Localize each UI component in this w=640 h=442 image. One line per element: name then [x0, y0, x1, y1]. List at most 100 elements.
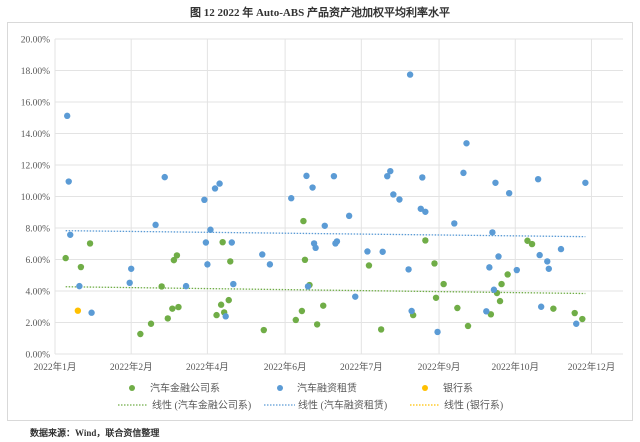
data-point [365, 262, 373, 269]
data-point [377, 326, 385, 333]
data-point [490, 286, 498, 293]
data-point [259, 251, 266, 258]
data-point [417, 205, 424, 212]
data-point [158, 283, 165, 290]
data-point [219, 238, 226, 246]
data-point [405, 266, 412, 273]
data-point [406, 71, 414, 78]
data-point [550, 305, 557, 312]
x-tick-label: 2022年12月 [568, 361, 616, 373]
data-point [227, 258, 234, 265]
data-point [537, 303, 545, 310]
y-tick-label: 14.00% [21, 130, 50, 140]
data-point [304, 283, 312, 290]
data-point [463, 140, 470, 147]
y-axis-ticks: 0.00% 2.00% 4.00% 6.00% 8.00% 10.00% 12.00% 14.… [21, 36, 50, 361]
data-point [169, 305, 176, 312]
data-point [74, 307, 82, 314]
data-point [505, 189, 513, 197]
data-point [88, 309, 95, 316]
data-point [62, 254, 69, 262]
x-tick-label: 2022年7月 [340, 361, 383, 373]
legend-trendline-label: 线性 (汽车金融公司系) [152, 399, 251, 412]
legend-label: 汽车金融公司系 [150, 382, 220, 395]
data-point [528, 240, 536, 248]
data-point [387, 167, 394, 175]
data-point [431, 260, 438, 267]
data-point [496, 297, 504, 305]
y-tick-label: 8.00% [25, 225, 50, 235]
y-tick-label: 6.00% [25, 256, 50, 266]
data-points [62, 71, 589, 338]
data-point [492, 179, 499, 186]
data-point [432, 294, 440, 301]
y-tick-label: 12.00% [21, 162, 50, 172]
data-point [312, 244, 319, 252]
data-point [464, 322, 472, 330]
legend-label: 银行系 [443, 382, 473, 395]
trendline [65, 230, 586, 238]
legend-marker [129, 385, 135, 391]
data-point [303, 172, 310, 180]
y-tick-label: 4.00% [25, 288, 50, 298]
data-point [126, 279, 133, 287]
data-source-note: 数据来源：Wind，联合资信整理 [30, 428, 160, 438]
data-point [534, 175, 542, 183]
data-point [211, 185, 219, 192]
data-point [204, 261, 211, 268]
data-point [292, 316, 300, 324]
data-point [309, 184, 316, 191]
legend-trendline-label: 线性 (银行系) [444, 399, 503, 412]
data-point [487, 311, 495, 318]
trendlines [65, 230, 586, 295]
data-point [164, 315, 171, 322]
x-tick-label: 2022年4月 [186, 361, 229, 373]
data-point [63, 112, 71, 120]
data-point [440, 280, 447, 288]
data-point [170, 256, 178, 264]
data-point [230, 280, 237, 288]
data-point [288, 195, 295, 202]
trendline [65, 286, 586, 295]
data-point [225, 296, 232, 304]
data-point [313, 321, 321, 328]
data-point [152, 221, 159, 229]
data-point [536, 251, 543, 259]
data-point [333, 238, 341, 245]
data-point [483, 308, 490, 315]
legend-trendline-label: 线性 (汽车融资租赁) [298, 399, 387, 412]
data-point [301, 256, 309, 264]
data-point [300, 217, 307, 225]
data-point [504, 271, 511, 278]
data-point [201, 196, 208, 204]
data-point [320, 302, 327, 309]
data-point [86, 240, 94, 247]
legend-label: 汽车融资租赁 [297, 382, 357, 395]
gridlines [54, 38, 623, 355]
y-tick-label: 20.00% [21, 36, 50, 46]
x-tick-label: 2022年9月 [418, 361, 461, 373]
data-point [545, 265, 552, 272]
data-point [67, 231, 74, 238]
data-point [571, 309, 578, 317]
data-point [513, 266, 520, 274]
data-point [573, 320, 580, 327]
data-point [364, 248, 371, 255]
data-point [217, 301, 225, 308]
data-point [390, 191, 397, 198]
data-point [498, 280, 505, 288]
data-point [434, 328, 441, 336]
x-axis-ticks: 2022年1月 2022年2月 2022年4月 2022年6月 2022年7月 2022年… [34, 361, 616, 373]
data-point [182, 282, 190, 290]
data-point [330, 172, 338, 180]
legend-marker [422, 385, 428, 391]
x-tick-label: 2022年6月 [264, 361, 307, 373]
data-point [161, 173, 168, 181]
data-point [207, 226, 214, 233]
data-point [489, 229, 496, 236]
data-point [128, 265, 135, 272]
data-point [454, 304, 461, 312]
data-point [345, 212, 353, 220]
data-point [495, 253, 502, 260]
